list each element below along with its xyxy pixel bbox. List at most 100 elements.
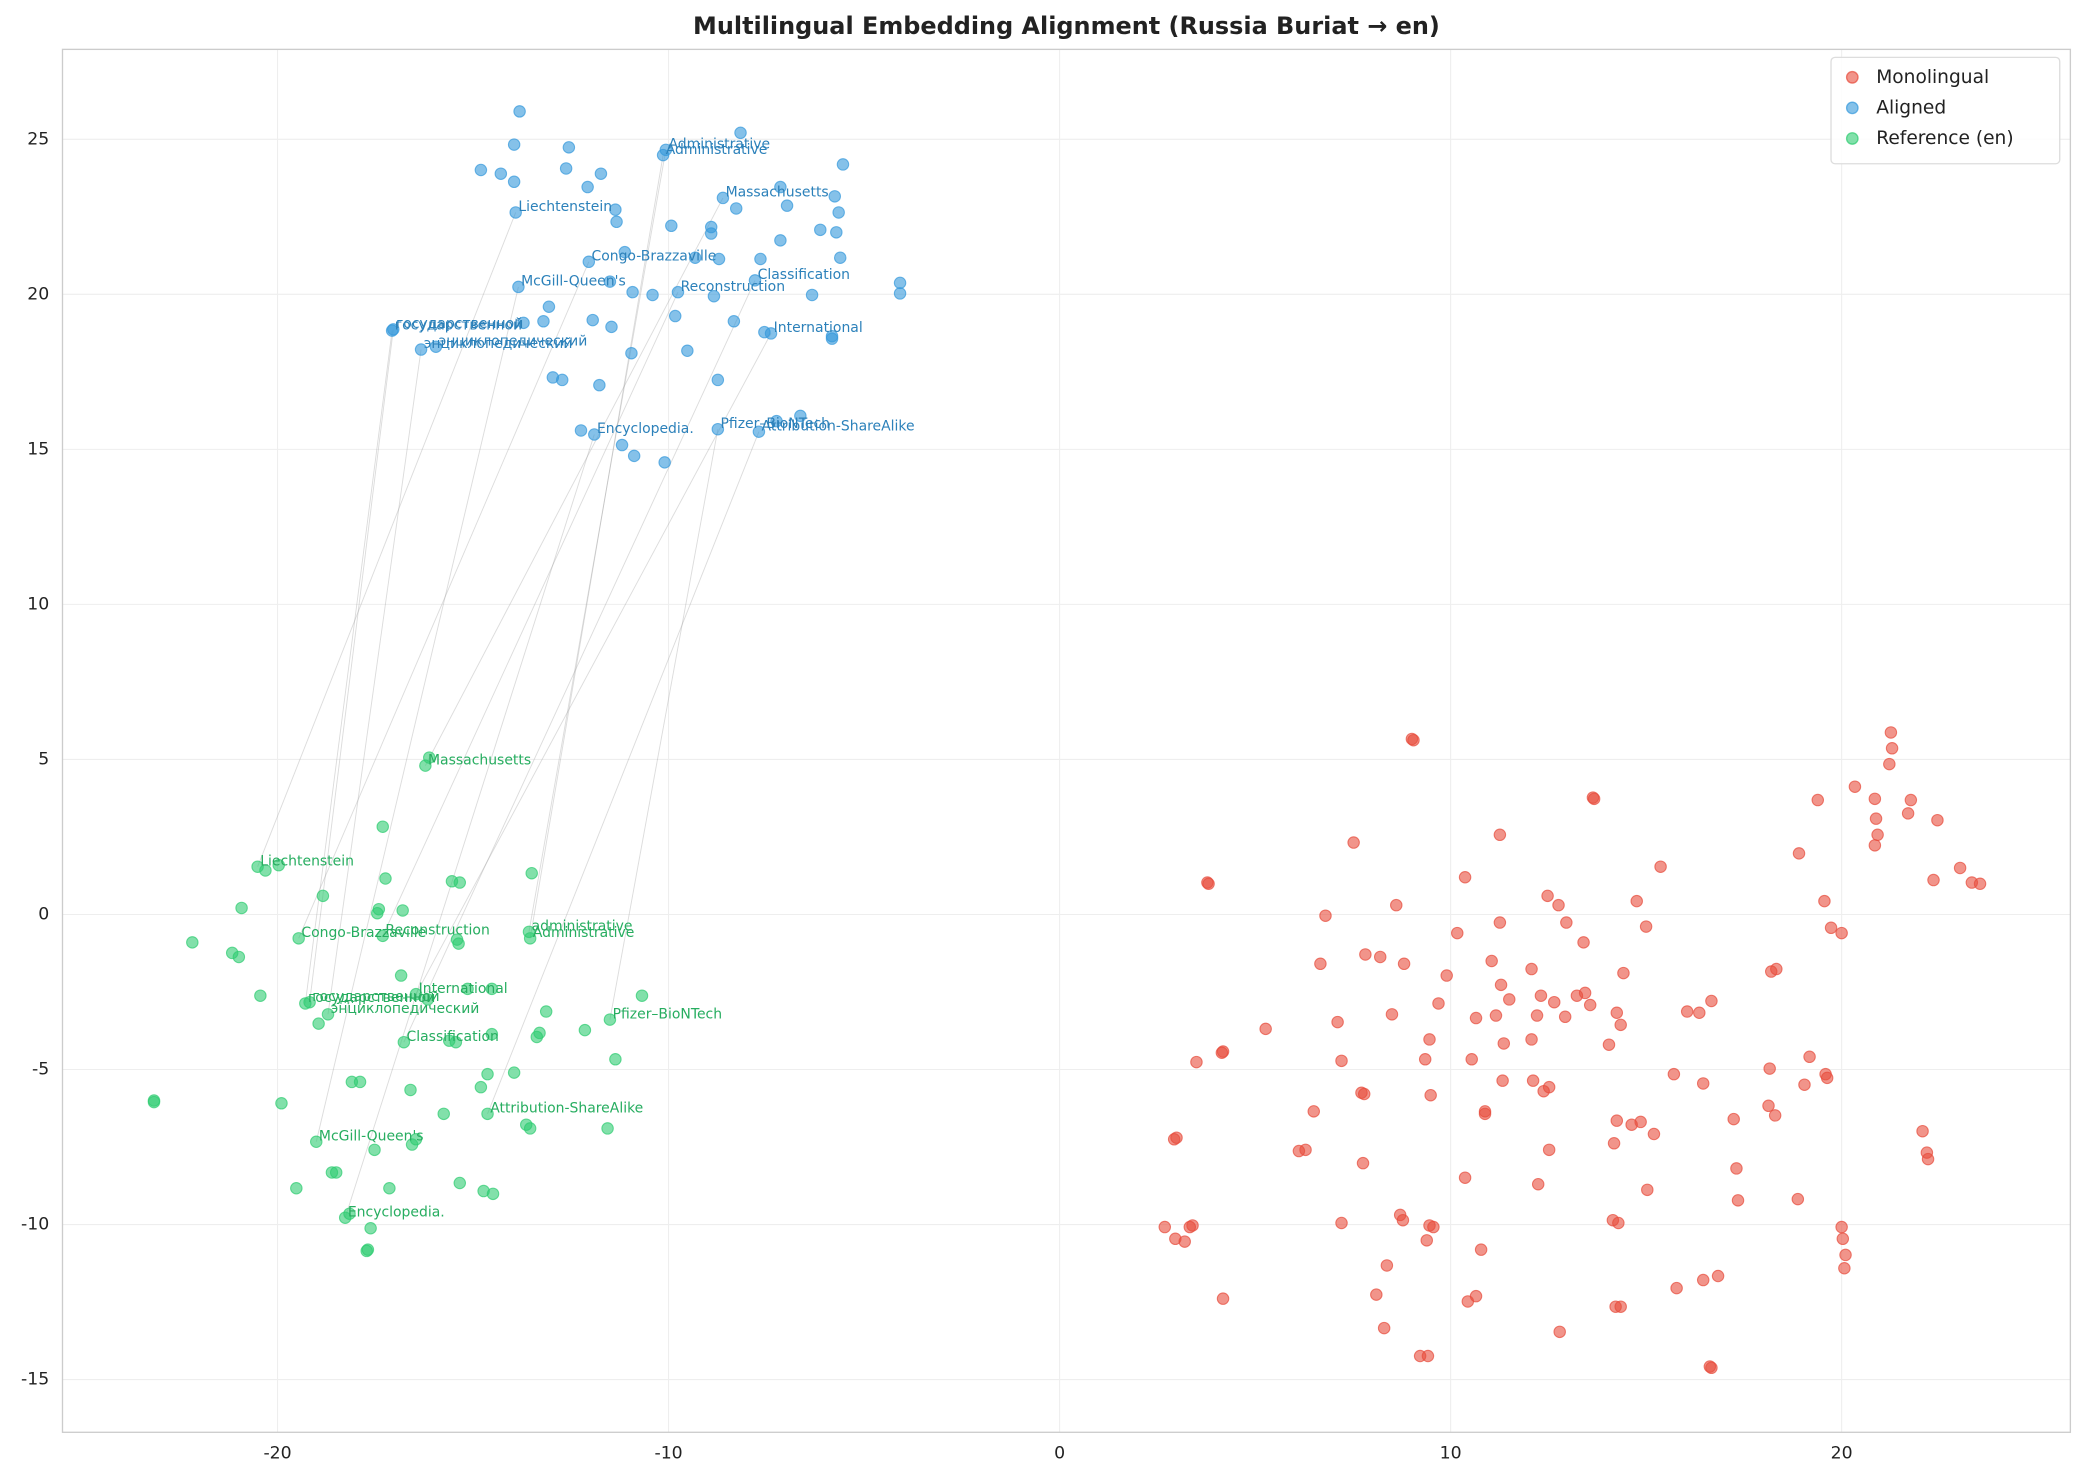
- point: [658, 456, 671, 469]
- point: [1811, 793, 1825, 807]
- point: [1973, 877, 1987, 891]
- point: [1458, 1171, 1472, 1184]
- point-label: энциклопедический: [331, 1001, 480, 1017]
- alignment-line: [344, 434, 595, 1218]
- point: [752, 425, 766, 438]
- point: [1884, 726, 1898, 739]
- point: [1347, 836, 1360, 849]
- point: [1432, 997, 1445, 1010]
- point: [414, 343, 428, 356]
- point: [1885, 742, 1899, 755]
- point: [1458, 871, 1472, 884]
- alignment-line: [315, 286, 519, 1142]
- point: [586, 313, 599, 327]
- point: [1617, 966, 1630, 980]
- point: [618, 245, 632, 259]
- point: [1370, 1288, 1383, 1301]
- point: [603, 275, 617, 288]
- point: [681, 344, 694, 358]
- point: [588, 428, 601, 441]
- point: [893, 276, 907, 290]
- point: [1356, 1156, 1370, 1170]
- point-label: энциклопедический: [424, 336, 573, 352]
- point: [1607, 1137, 1621, 1150]
- point: [394, 969, 408, 982]
- point: [1612, 1216, 1625, 1230]
- point: [1921, 1152, 1935, 1166]
- point: [275, 1097, 288, 1110]
- point: [1537, 1084, 1550, 1098]
- point: [1904, 793, 1918, 807]
- point-label: Congo-Brazzaville: [591, 248, 716, 264]
- point: [1390, 898, 1403, 912]
- point: [1541, 889, 1554, 903]
- point: [1493, 916, 1507, 929]
- legend-label: Reference (en): [1876, 128, 2013, 149]
- point: [707, 289, 721, 303]
- point-label: Congo-Brazzaville: [301, 925, 426, 941]
- point: [1423, 1033, 1436, 1046]
- point: [186, 936, 199, 949]
- point: [450, 933, 464, 946]
- point: [1901, 807, 1915, 820]
- point: [1503, 993, 1516, 1006]
- point-label: государственной: [308, 990, 435, 1006]
- point: [1485, 954, 1498, 968]
- point: [1461, 1295, 1475, 1308]
- point: [1647, 1127, 1661, 1141]
- point: [1560, 916, 1573, 929]
- x-tick-label: 10: [1440, 1444, 1462, 1464]
- x-tick-label: -10: [654, 1444, 682, 1464]
- point: [1530, 1009, 1544, 1022]
- point: [1259, 1022, 1272, 1036]
- point: [312, 1017, 325, 1030]
- chart-title: Multilingual Embedding Alignment (Russia…: [693, 12, 1440, 40]
- point: [1158, 1220, 1172, 1234]
- point: [1641, 1183, 1654, 1197]
- point: [754, 252, 767, 266]
- point: [1610, 1006, 1624, 1020]
- point: [509, 206, 522, 219]
- point: [379, 872, 392, 885]
- point: [343, 1207, 356, 1220]
- point: [316, 889, 330, 903]
- point: [1292, 1144, 1306, 1158]
- point: [232, 950, 246, 964]
- alignment-line: [382, 291, 679, 937]
- point-label: Reconstruction: [681, 279, 785, 295]
- point: [609, 1053, 622, 1066]
- point: [1335, 1054, 1348, 1068]
- point: [770, 414, 783, 428]
- point: [1377, 1321, 1391, 1335]
- point: [1497, 1037, 1511, 1050]
- point: [1614, 1018, 1627, 1032]
- point: [1630, 894, 1643, 908]
- point: [453, 1176, 467, 1190]
- point: [353, 1075, 367, 1089]
- point: [1216, 1292, 1230, 1305]
- point: [1534, 989, 1548, 1002]
- point: [1818, 894, 1831, 908]
- point: [605, 320, 618, 334]
- point-label: Pfizer–BioNTech: [721, 416, 831, 432]
- point: [1916, 1124, 1929, 1138]
- point: [625, 346, 638, 360]
- point: [404, 1083, 417, 1097]
- point: [1762, 1099, 1775, 1113]
- point: [758, 325, 771, 339]
- point-label: Attribution-ShareAlike: [490, 1101, 643, 1117]
- point: [517, 316, 530, 330]
- point: [833, 251, 847, 264]
- point-label: Encyclopedia.: [348, 1204, 445, 1220]
- point: [578, 1023, 592, 1037]
- point: [1803, 1050, 1816, 1064]
- point: [530, 1030, 544, 1044]
- point: [1183, 1220, 1197, 1234]
- point: [1357, 1087, 1371, 1101]
- point: [1465, 1053, 1478, 1066]
- legend-label: Aligned: [1876, 97, 1946, 118]
- point: [507, 1066, 521, 1079]
- point: [1531, 1177, 1545, 1191]
- point: [1770, 962, 1783, 976]
- point-label: государственной: [396, 316, 523, 332]
